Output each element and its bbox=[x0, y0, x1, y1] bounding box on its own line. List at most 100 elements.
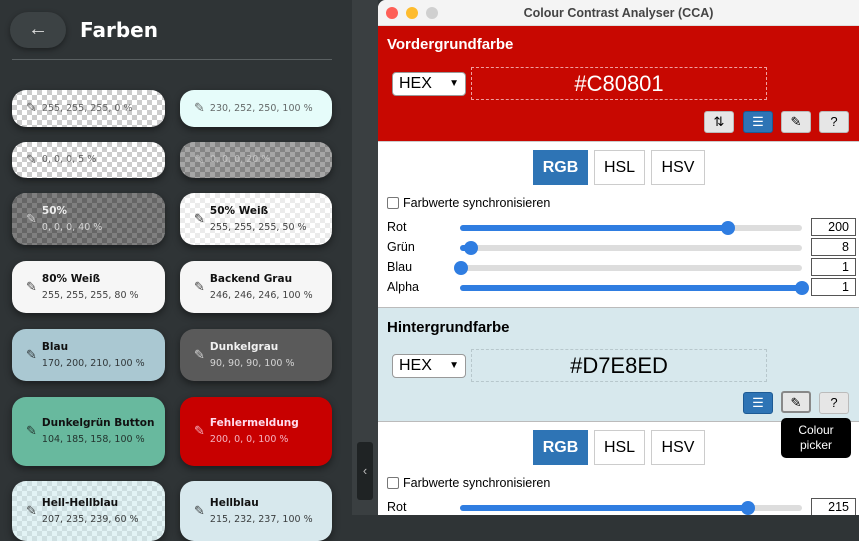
tab-hsv[interactable]: HSV bbox=[651, 430, 705, 465]
pencil-icon[interactable]: ✎ bbox=[26, 211, 37, 227]
background-section: Hintergrundfarbe HEX ▼ #D7E8ED ☰ ✎ ? bbox=[378, 307, 859, 422]
title-bar: Colour Contrast Analyser (CCA) bbox=[378, 0, 859, 26]
color-card[interactable]: ✎ 50% Weiß 255, 255, 255, 50 % bbox=[180, 193, 332, 245]
sliders-icon: ☰ bbox=[752, 395, 764, 410]
color-value: 255, 255, 255, 0 % bbox=[41, 102, 133, 114]
swap-icon: ⇅ bbox=[713, 114, 725, 129]
color-card[interactable]: ✎ 0, 0, 0, 20 % bbox=[180, 142, 332, 178]
pencil-icon[interactable]: ✎ bbox=[26, 424, 37, 439]
help-button[interactable]: ? bbox=[819, 392, 849, 414]
color-card[interactable]: ✎ Dunkelgrün Button 104, 185, 158, 100 % bbox=[12, 397, 165, 466]
slider-thumb[interactable] bbox=[721, 221, 736, 235]
divider bbox=[12, 59, 332, 60]
close-window-button[interactable] bbox=[386, 7, 398, 19]
tab-hsl[interactable]: HSL bbox=[594, 430, 645, 465]
color-card[interactable]: ✎ Hell-Hellblau 207, 235, 239, 60 % bbox=[12, 481, 165, 541]
channel-slider[interactable] bbox=[460, 241, 802, 255]
color-value: 255, 255, 255, 80 % bbox=[41, 289, 139, 301]
channel-value-input[interactable]: 200 bbox=[811, 218, 856, 236]
color-value: 200, 0, 0, 100 % bbox=[209, 434, 289, 445]
zoom-window-button[interactable] bbox=[426, 7, 438, 19]
pencil-icon[interactable]: ✎ bbox=[194, 152, 205, 168]
panel-splitter bbox=[352, 0, 378, 515]
color-card[interactable]: ✎ Dunkelgrau 90, 90, 90, 100 % bbox=[180, 329, 332, 381]
pencil-icon[interactable]: ✎ bbox=[194, 424, 205, 439]
channel-value-input[interactable]: 1 bbox=[811, 258, 856, 276]
pencil-icon[interactable]: ✎ bbox=[194, 347, 205, 363]
color-value: 255, 255, 255, 50 % bbox=[209, 221, 307, 233]
sync-checkbox[interactable]: Farbwerte synchronisieren bbox=[387, 196, 550, 210]
channel-value-input[interactable]: 8 bbox=[811, 238, 856, 256]
color-card[interactable]: ✎ 0, 0, 0, 5 % bbox=[12, 142, 165, 178]
tab-hsl[interactable]: HSL bbox=[594, 150, 645, 185]
color-card[interactable]: ✎ 255, 255, 255, 0 % bbox=[12, 90, 165, 127]
foreground-sliders: RGB HSL HSV Farbwerte synchronisieren Ro… bbox=[378, 141, 859, 307]
channel-label: Blau bbox=[387, 260, 413, 274]
slider-thumb[interactable] bbox=[454, 261, 469, 275]
pencil-icon[interactable]: ✎ bbox=[26, 503, 37, 519]
tab-rgb[interactable]: RGB bbox=[533, 430, 588, 465]
pencil-icon[interactable]: ✎ bbox=[194, 503, 205, 519]
back-button[interactable]: ← bbox=[10, 12, 66, 48]
channel-slider[interactable] bbox=[460, 281, 809, 295]
swap-colors-button[interactable]: ⇅ bbox=[704, 111, 734, 133]
background-hex-input[interactable]: #D7E8ED bbox=[471, 349, 767, 382]
pencil-icon[interactable]: ✎ bbox=[26, 101, 37, 116]
slider-fill bbox=[460, 505, 749, 511]
minimize-window-button[interactable] bbox=[406, 7, 418, 19]
color-name: Dunkelgrün Button bbox=[41, 417, 155, 429]
background-format-select[interactable]: HEX ▼ bbox=[392, 354, 466, 378]
channel-row: Rot 215 bbox=[378, 498, 859, 515]
channel-slider[interactable] bbox=[454, 261, 802, 275]
channel-value-input[interactable]: 215 bbox=[811, 498, 856, 515]
pencil-icon[interactable]: ✎ bbox=[194, 211, 205, 227]
pencil-icon[interactable]: ✎ bbox=[26, 152, 37, 168]
color-value: 215, 232, 237, 100 % bbox=[209, 513, 313, 525]
channel-label: Grün bbox=[387, 240, 415, 254]
color-value: 170, 200, 210, 100 % bbox=[41, 357, 145, 369]
slider-thumb[interactable] bbox=[795, 281, 809, 295]
collapse-panel-button[interactable]: ‹ bbox=[357, 442, 373, 500]
help-icon: ? bbox=[830, 114, 838, 129]
tab-rgb[interactable]: RGB bbox=[533, 150, 588, 185]
color-name: Fehlermeldung bbox=[209, 417, 299, 429]
color-card[interactable]: ✎ 50% 0, 0, 0, 40 % bbox=[12, 193, 165, 245]
foreground-format-select[interactable]: HEX ▼ bbox=[392, 72, 466, 96]
channel-label: Alpha bbox=[387, 280, 419, 294]
slider-thumb[interactable] bbox=[741, 501, 756, 515]
color-card[interactable]: ✎ 230, 252, 250, 100 % bbox=[180, 90, 332, 127]
color-card[interactable]: ✎ 80% Weiß 255, 255, 255, 80 % bbox=[12, 261, 165, 313]
checkbox[interactable] bbox=[387, 197, 399, 209]
color-value: 0, 0, 0, 40 % bbox=[41, 221, 103, 233]
color-name: 50% bbox=[41, 204, 68, 217]
color-card[interactable]: ✎ Hellblau 215, 232, 237, 100 % bbox=[180, 481, 332, 541]
tooltip: Colour picker bbox=[781, 418, 851, 458]
pencil-icon[interactable]: ✎ bbox=[26, 279, 37, 295]
colour-picker-button[interactable]: ✎ bbox=[781, 111, 811, 133]
channel-value-input[interactable]: 1 bbox=[811, 278, 856, 296]
sync-checkbox[interactable]: Farbwerte synchronisieren bbox=[387, 476, 550, 490]
pencil-icon[interactable]: ✎ bbox=[26, 347, 37, 363]
color-card[interactable]: ✎ Backend Grau 246, 246, 246, 100 % bbox=[180, 261, 332, 313]
color-card[interactable]: ✎ Blau 170, 200, 210, 100 % bbox=[12, 329, 165, 381]
color-card[interactable]: ✎ Fehlermeldung 200, 0, 0, 100 % bbox=[180, 397, 332, 466]
colour-picker-button[interactable]: ✎ bbox=[781, 391, 811, 413]
sliders-toggle-button[interactable]: ☰ bbox=[743, 392, 773, 414]
color-name: Backend Grau bbox=[209, 272, 293, 285]
tab-hsv[interactable]: HSV bbox=[651, 150, 705, 185]
sliders-toggle-button[interactable]: ☰ bbox=[743, 111, 773, 133]
color-value: 0, 0, 0, 20 % bbox=[209, 154, 271, 165]
color-name: Blau bbox=[41, 340, 69, 353]
checkbox[interactable] bbox=[387, 477, 399, 489]
channel-slider[interactable] bbox=[460, 501, 802, 515]
channel-label: Rot bbox=[387, 500, 407, 514]
channel-slider[interactable] bbox=[460, 221, 802, 235]
pencil-icon[interactable]: ✎ bbox=[194, 101, 205, 116]
foreground-hex-input[interactable]: #C80801 bbox=[471, 67, 767, 100]
slider-thumb[interactable] bbox=[463, 241, 478, 255]
help-button[interactable]: ? bbox=[819, 111, 849, 133]
pencil-icon[interactable]: ✎ bbox=[194, 279, 205, 295]
color-value: 104, 185, 158, 100 % bbox=[41, 434, 145, 445]
color-value: 230, 252, 250, 100 % bbox=[209, 102, 313, 114]
color-name: Hellblau bbox=[209, 496, 259, 509]
